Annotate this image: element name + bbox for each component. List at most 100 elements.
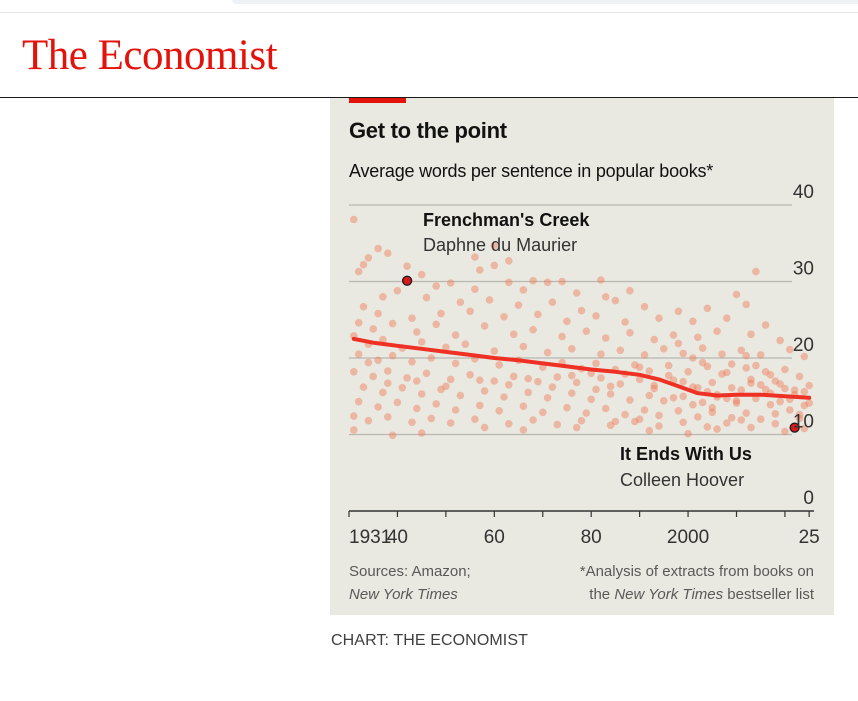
data-point	[354, 397, 363, 406]
data-point	[534, 377, 542, 386]
data-point	[543, 278, 552, 287]
data-point	[553, 420, 562, 429]
data-point	[354, 319, 363, 327]
data-point	[786, 345, 794, 354]
data-point	[679, 377, 687, 386]
data-point	[568, 345, 576, 353]
data-point	[650, 384, 658, 393]
sources-label: Sources: Amazon;	[349, 563, 471, 580]
data-point	[364, 416, 373, 425]
data-point	[437, 385, 445, 394]
data-point	[369, 325, 377, 333]
data-point	[708, 408, 717, 417]
data-point	[708, 403, 717, 412]
footnote-line-1: *Analysis of extracts from books on	[579, 563, 814, 580]
data-point	[548, 383, 557, 391]
data-point	[601, 293, 610, 301]
data-point	[689, 354, 697, 362]
data-point	[408, 358, 416, 366]
data-point	[645, 367, 654, 375]
data-point	[408, 418, 416, 427]
data-point	[597, 374, 605, 382]
data-point	[514, 301, 523, 309]
data-point	[781, 427, 789, 436]
data-point	[374, 403, 382, 411]
data-point	[698, 358, 707, 367]
data-point	[616, 380, 625, 388]
data-point	[723, 314, 731, 322]
data-point	[529, 325, 537, 334]
data-point	[432, 400, 440, 408]
data-point	[611, 417, 620, 426]
data-point	[572, 378, 581, 387]
data-point	[350, 368, 358, 376]
data-point	[713, 425, 721, 433]
data-point	[480, 423, 489, 432]
data-point	[471, 285, 479, 293]
data-point	[359, 302, 368, 311]
data-point	[650, 335, 658, 344]
data-point	[384, 413, 392, 421]
data-point	[664, 361, 673, 370]
data-point	[664, 371, 673, 380]
data-point	[592, 385, 600, 394]
data-point	[606, 390, 615, 398]
data-point	[480, 387, 489, 395]
chart-credit[interactable]: CHART: THE ECONOMIST	[331, 632, 528, 649]
data-point	[563, 403, 571, 412]
data-point	[776, 397, 784, 406]
y-tick-label-0: 0	[803, 488, 814, 509]
chart-red-tab	[349, 98, 406, 103]
data-point	[374, 309, 382, 318]
data-point	[800, 387, 809, 396]
data-point	[388, 319, 397, 328]
economist-logo[interactable]: The Economist	[22, 32, 278, 79]
data-point	[393, 398, 402, 407]
y-tick-label-20: 20	[793, 335, 814, 356]
data-point	[747, 379, 755, 388]
data-point	[742, 409, 750, 417]
data-point	[761, 368, 770, 376]
data-point	[669, 394, 678, 402]
x-tick-label-2000: 2000	[667, 527, 709, 548]
data-point	[640, 351, 649, 359]
data-point	[539, 408, 547, 417]
data-point	[776, 336, 784, 345]
data-point	[660, 345, 668, 353]
top-strip-fade	[232, 0, 858, 4]
footnote-post: bestseller list	[723, 586, 814, 603]
data-point	[747, 375, 755, 384]
data-point	[369, 372, 377, 381]
data-point	[626, 286, 634, 295]
data-point	[384, 379, 392, 388]
data-point	[422, 369, 431, 378]
data-point	[771, 420, 780, 428]
data-point	[509, 372, 518, 381]
data-point	[427, 414, 436, 423]
data-point	[621, 410, 629, 419]
data-point	[597, 276, 605, 284]
highlight-point-1	[401, 275, 413, 286]
data-point	[732, 399, 741, 407]
data-point	[684, 429, 692, 438]
data-point	[417, 270, 426, 279]
data-point	[505, 420, 513, 428]
footnote: *Analysis of extracts from books on the …	[580, 560, 814, 606]
data-point	[471, 253, 479, 261]
data-point	[742, 351, 750, 360]
data-point	[752, 267, 760, 276]
chart-title: Get to the point	[349, 118, 507, 143]
data-point	[650, 381, 658, 390]
data-point	[800, 401, 809, 410]
data-point	[786, 406, 794, 414]
highlight-point-2	[789, 422, 800, 433]
data-point	[592, 312, 600, 320]
data-point	[490, 241, 499, 250]
data-point	[737, 346, 746, 355]
data-point	[379, 388, 387, 397]
data-point	[737, 386, 746, 394]
data-point	[703, 362, 712, 371]
data-point	[485, 296, 494, 304]
sources-italic: New York Times	[349, 586, 458, 603]
data-point	[577, 416, 586, 425]
